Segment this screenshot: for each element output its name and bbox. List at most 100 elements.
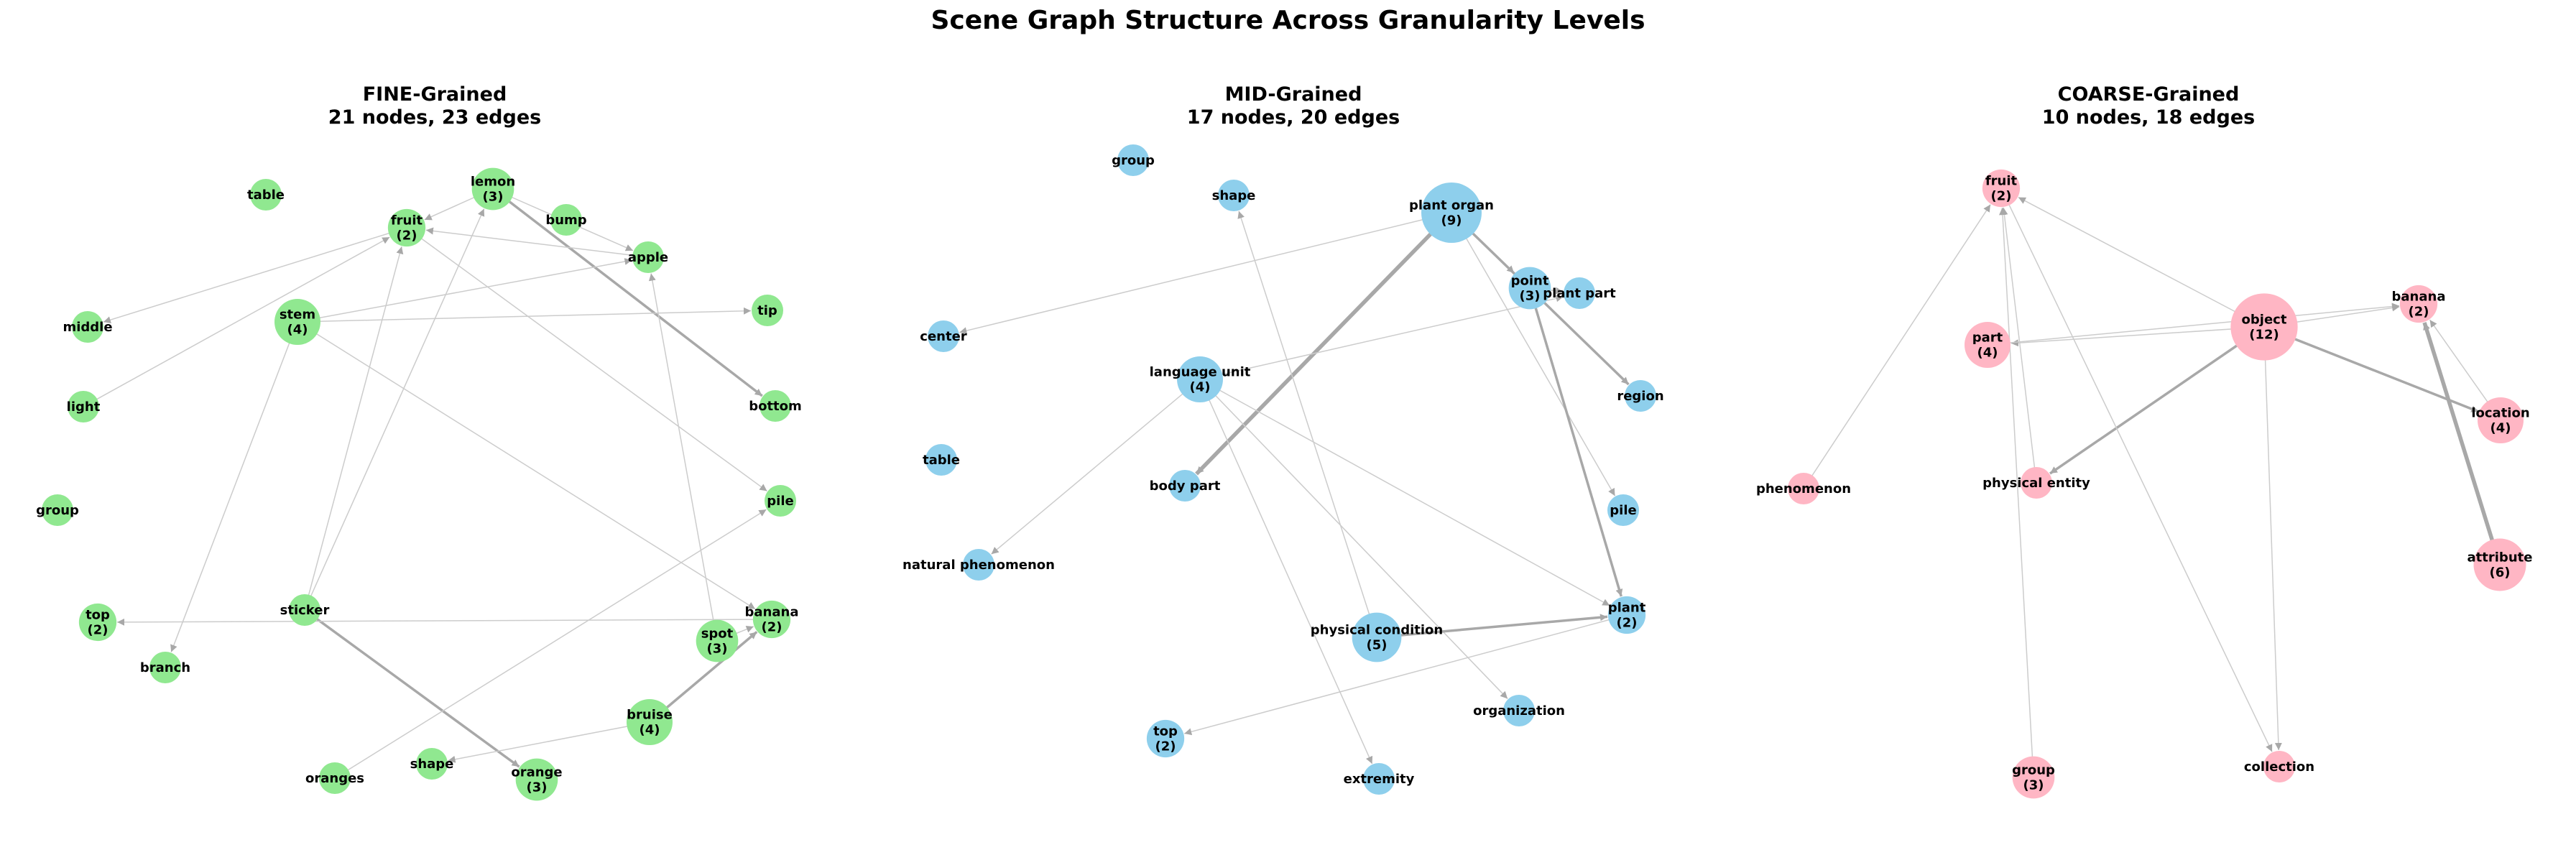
- node-label-spot: spot (3): [701, 627, 734, 657]
- node-label-center: center: [920, 329, 967, 344]
- node-label-bottom: bottom: [749, 399, 802, 414]
- node-body-part: [1169, 470, 1201, 502]
- node-sticker: [289, 594, 320, 626]
- node-plant: [1607, 596, 1646, 634]
- node-label-body-part: body part: [1150, 479, 1221, 494]
- node-natural-phenomenon: [963, 549, 994, 581]
- node-region: [1625, 380, 1656, 412]
- node-group: [42, 494, 73, 526]
- edge-apple-to-fruit: [425, 227, 649, 258]
- node-object: [2230, 293, 2298, 361]
- edge-stem-to-banana: [297, 321, 756, 610]
- node-bump: [550, 204, 582, 236]
- node-label-object: object (12): [2242, 313, 2287, 343]
- edge-language-unit-to-natural-phenomenon: [991, 379, 1201, 555]
- node-label-oranges: oranges: [305, 771, 364, 786]
- node-point: [1508, 267, 1551, 310]
- edge-physical-condition-to-plant: [1376, 614, 1608, 639]
- node-bottom: [760, 390, 791, 422]
- node-label-fruit: fruit (2): [1985, 174, 2018, 204]
- node-top: [1146, 719, 1185, 758]
- edge-group-to-fruit: [1999, 208, 2034, 778]
- node-top: [78, 603, 117, 642]
- node-middle: [72, 311, 103, 343]
- node-group: [1117, 144, 1149, 176]
- panel-title-fine-stats: 21 nodes, 23 edges: [328, 106, 542, 129]
- node-label-location: location (4): [2471, 406, 2529, 436]
- edge-object-to-physical-entity: [2049, 325, 2265, 475]
- node-label-plant-organ: plant organ (9): [1409, 198, 1494, 228]
- node-label-phenomenon: phenomenon: [1756, 481, 1851, 496]
- node-label-physical-entity: physical entity: [1982, 476, 2090, 491]
- edge-part-to-banana: [1987, 302, 2400, 346]
- node-label-banana: banana (2): [745, 605, 799, 635]
- node-label-fruit: fruit (2): [391, 213, 423, 244]
- node-label-organization: organization: [1473, 703, 1565, 719]
- edge-fruit-to-pile: [406, 227, 767, 492]
- panel-title-fine-name: FINE-Grained: [362, 83, 507, 106]
- panel-title-mid-name: MID-Grained: [1224, 83, 1362, 106]
- node-center: [928, 320, 959, 352]
- edge-spot-to-apple: [648, 273, 718, 642]
- node-label-tip: tip: [757, 303, 777, 318]
- node-fruit: [387, 208, 426, 247]
- edge-stem-to-apple: [297, 258, 632, 323]
- node-label-sticker: sticker: [280, 603, 330, 618]
- node-label-apple: apple: [628, 250, 668, 265]
- edge-stem-to-tip: [297, 307, 752, 323]
- node-label-part: part (4): [1972, 331, 2003, 361]
- edge-object-to-collection: [2263, 326, 2282, 751]
- node-label-attribute: attribute (6): [2467, 550, 2533, 581]
- panel-title-mid-stats: 17 nodes, 20 edges: [1186, 106, 1400, 129]
- node-location: [2478, 397, 2524, 443]
- node-table: [925, 444, 957, 476]
- node-label-region: region: [1617, 389, 1663, 404]
- node-label-bruise: bruise (4): [627, 708, 673, 738]
- node-pile: [1607, 494, 1639, 526]
- node-label-group: group: [36, 503, 79, 518]
- node-label-table: table: [247, 188, 285, 203]
- node-attribute: [2473, 538, 2526, 591]
- node-label-stem: stem (4): [280, 308, 315, 338]
- edge-plant-organ-to-body-part: [1195, 211, 1453, 476]
- node-label-group: group (3): [2012, 763, 2055, 793]
- node-bruise: [627, 699, 673, 745]
- node-physical-condition: [1352, 612, 1402, 662]
- node-plant-organ: [1421, 183, 1482, 243]
- node-collection: [2263, 751, 2295, 782]
- node-label-shape: shape: [1212, 188, 1256, 203]
- edge-sticker-to-orange: [303, 609, 520, 768]
- edge-plant-to-top: [1184, 614, 1628, 736]
- node-shape: [416, 748, 448, 780]
- node-label-middle: middle: [63, 320, 112, 335]
- node-language-unit: [1177, 356, 1223, 402]
- edge-plant-organ-to-pile: [1451, 212, 1616, 496]
- node-label-lemon: lemon (3): [471, 175, 515, 205]
- node-label-collection: collection: [2244, 759, 2314, 775]
- node-label-group: group: [1112, 153, 1155, 168]
- edge-plant-organ-to-center: [959, 212, 1452, 335]
- node-banana: [2399, 285, 2438, 323]
- node-label-pile: pile: [767, 494, 793, 509]
- edge-attribute-to-banana: [2422, 322, 2502, 565]
- node-label-shape: shape: [410, 757, 454, 772]
- node-lemon: [471, 167, 514, 211]
- edge-lemon-to-bottom: [491, 188, 763, 397]
- edge-physical-condition-to-shape: [1237, 211, 1377, 638]
- edge-light-to-fruit: [83, 236, 390, 407]
- node-phenomenon: [1788, 473, 1819, 504]
- node-label-natural-phenomenon: natural phenomenon: [902, 558, 1055, 573]
- node-fruit: [1982, 169, 2021, 208]
- graph-panel-mid: group shape plant organ (9) point (3) plant pa…: [902, 144, 1664, 795]
- node-label-orange: orange (3): [511, 765, 562, 795]
- graph-panel-coarse: fruit (2) object (12) banana (2) part (4) locati…: [1756, 169, 2533, 799]
- node-label-extremity: extremity: [1344, 772, 1415, 787]
- node-pile: [765, 485, 796, 517]
- node-label-language-unit: language unit (4): [1150, 365, 1251, 395]
- node-table: [250, 179, 282, 211]
- node-shape: [1218, 180, 1250, 211]
- edge-object-to-location: [2263, 325, 2479, 413]
- node-label-physical-condition: physical condition (5): [1311, 623, 1443, 653]
- node-label-pile: pile: [1610, 503, 1636, 518]
